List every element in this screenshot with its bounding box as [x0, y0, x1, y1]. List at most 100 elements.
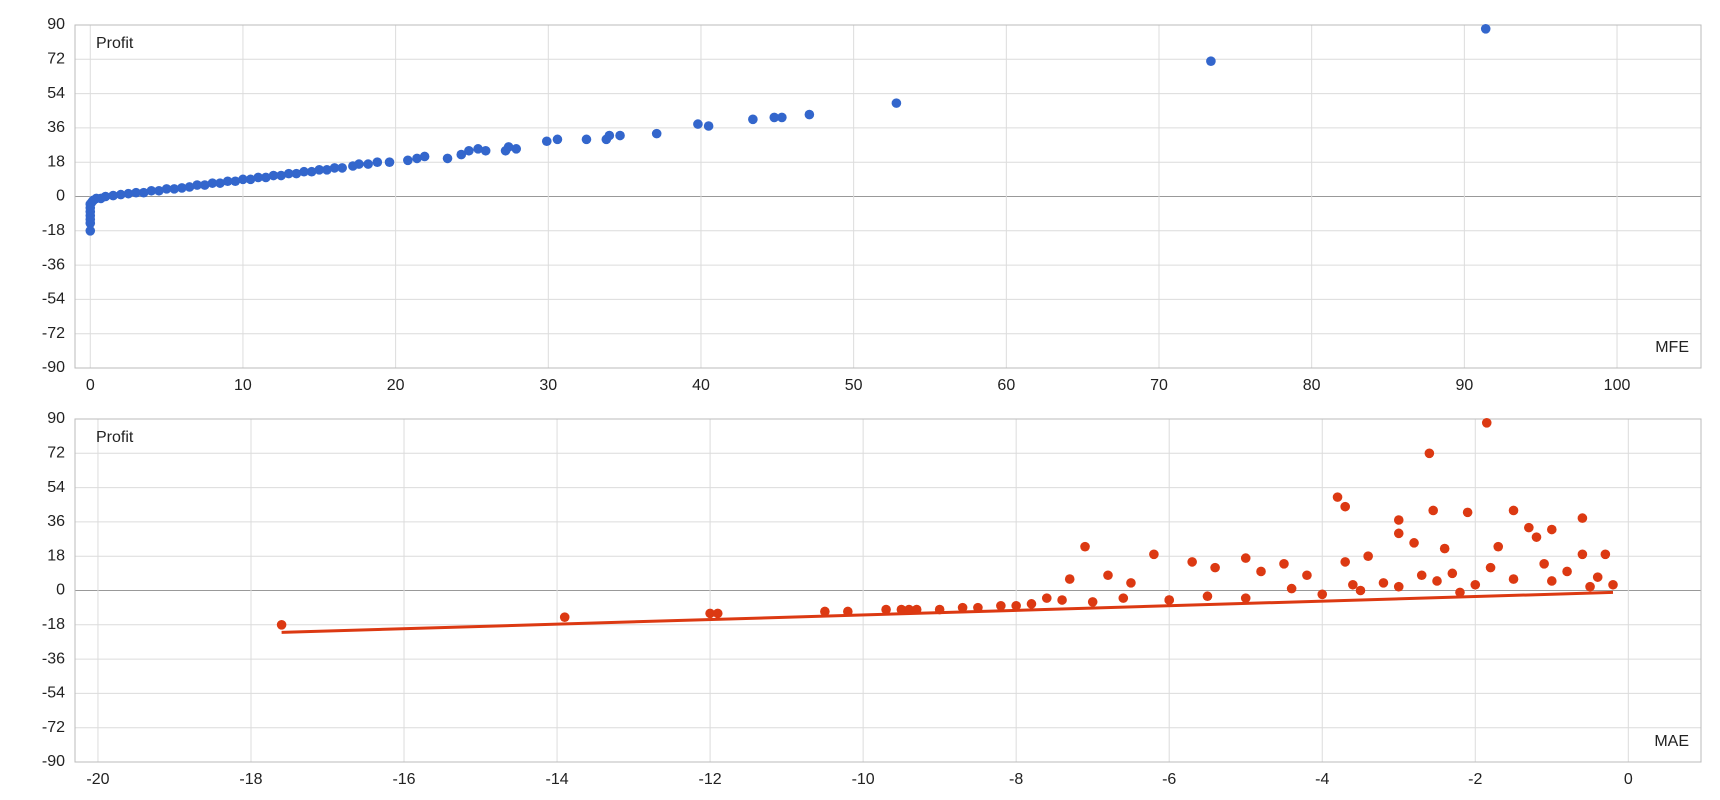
data-point — [1439, 543, 1450, 554]
y-tick-label: 90 — [47, 16, 65, 33]
data-point — [1187, 557, 1197, 567]
data-point — [973, 602, 983, 613]
data-point — [348, 161, 358, 171]
data-point — [215, 178, 225, 188]
data-point — [705, 608, 715, 619]
data-point — [1378, 578, 1389, 588]
data-point — [384, 157, 395, 167]
data-point — [169, 184, 180, 194]
data-point — [1462, 507, 1473, 518]
data-point — [1428, 505, 1438, 516]
data-point — [712, 608, 723, 619]
x-tick-label: 40 — [692, 377, 710, 394]
data-point — [820, 606, 830, 617]
data-point — [1416, 570, 1427, 581]
data-point — [581, 134, 592, 145]
x-tick-label: 20 — [387, 377, 405, 394]
plot-frame — [74, 24, 1702, 369]
y-tick-label: -90 — [42, 753, 65, 770]
data-point — [442, 153, 453, 164]
data-point — [314, 165, 325, 175]
x-axis-title: MFE — [1655, 339, 1689, 356]
plot-frame — [74, 418, 1702, 763]
x-tick-label: 80 — [1303, 377, 1321, 394]
data-point — [283, 168, 294, 179]
data-point — [1363, 551, 1373, 561]
data-point — [299, 166, 309, 177]
data-point — [199, 180, 210, 190]
data-point — [85, 226, 96, 236]
x-tick-label: 0 — [1624, 771, 1633, 788]
data-point — [412, 153, 422, 164]
x-tick-label: -16 — [392, 771, 415, 788]
x-tick-label: 100 — [1604, 377, 1631, 394]
data-point — [403, 155, 413, 166]
x-tick-label: -20 — [86, 771, 109, 788]
data-point — [372, 157, 383, 167]
data-point — [222, 176, 233, 187]
data-point — [1011, 600, 1021, 611]
data-point — [1340, 557, 1350, 567]
data-point — [1577, 513, 1588, 523]
y-tick-label: -54 — [42, 685, 65, 702]
y-tick-label: 72 — [47, 51, 65, 68]
data-point — [1592, 572, 1603, 582]
data-point — [601, 134, 612, 145]
data-point — [268, 170, 279, 181]
data-point — [1508, 574, 1519, 584]
data-point — [207, 178, 218, 188]
data-point — [896, 604, 907, 615]
data-point — [1577, 549, 1588, 560]
y-tick-label: -36 — [42, 650, 65, 667]
data-point — [1600, 549, 1611, 560]
data-point — [184, 182, 195, 192]
data-point — [1149, 549, 1159, 560]
y-axis-title: Profit — [96, 35, 134, 52]
data-point — [1539, 559, 1549, 569]
data-point — [615, 130, 625, 141]
data-point — [1355, 585, 1366, 596]
x-axis-title: MAE — [1654, 733, 1689, 750]
x-tick-label: -14 — [545, 771, 568, 788]
y-tick-label: -72 — [42, 325, 65, 342]
data-point — [116, 189, 126, 200]
data-point — [1493, 541, 1504, 552]
y-tick-label: 54 — [47, 479, 65, 496]
data-point — [1546, 524, 1557, 535]
data-point — [1480, 24, 1491, 34]
x-tick-label: 10 — [234, 377, 252, 394]
data-point — [1240, 553, 1251, 563]
data-point — [1080, 541, 1090, 552]
data-point — [1470, 579, 1481, 590]
data-point — [703, 121, 714, 131]
y-tick-label: -90 — [42, 359, 65, 376]
y-tick-label: 0 — [56, 582, 65, 599]
data-point — [1202, 591, 1213, 602]
data-point — [291, 168, 302, 179]
data-point — [480, 145, 491, 156]
data-point — [1317, 589, 1328, 600]
data-point — [1409, 538, 1419, 548]
x-tick-label: 30 — [539, 377, 557, 394]
y-tick-label: 18 — [47, 153, 65, 170]
x-tick-label: 70 — [1150, 377, 1168, 394]
data-point — [1508, 505, 1519, 516]
x-tick-label: -4 — [1315, 771, 1329, 788]
data-point — [1348, 579, 1358, 590]
data-point — [804, 109, 815, 120]
data-point — [1393, 528, 1404, 539]
data-point — [192, 180, 202, 190]
data-point — [1256, 566, 1266, 577]
data-point — [1057, 595, 1067, 605]
x-tick-label: -10 — [852, 771, 875, 788]
data-point — [108, 190, 118, 201]
data-point — [748, 114, 758, 125]
trendline — [281, 590, 1614, 634]
data-point — [1279, 559, 1289, 569]
data-point — [473, 144, 483, 154]
data-point — [322, 165, 332, 175]
data-point — [1481, 418, 1492, 428]
y-tick-label: 36 — [47, 513, 65, 530]
data-point — [1103, 570, 1113, 581]
data-point — [1608, 579, 1618, 590]
